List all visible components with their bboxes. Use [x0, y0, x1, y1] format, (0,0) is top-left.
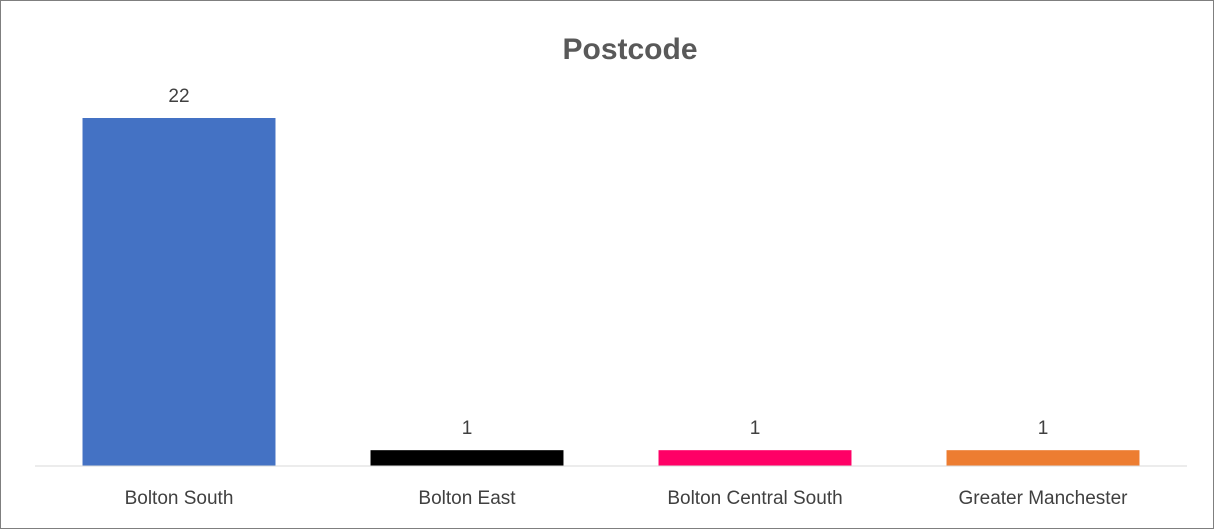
x-tick-label-4: Greater Manchester	[959, 488, 1129, 509]
bar-2	[370, 450, 564, 466]
x-tick-label-3: Bolton Central South	[667, 488, 842, 509]
bar-4	[946, 450, 1140, 466]
data-label-3: 1	[750, 418, 761, 439]
data-labels-group: 22 1 1 1	[168, 86, 1048, 439]
chart-title: Postcode	[562, 33, 697, 66]
data-label-1: 22	[168, 86, 189, 107]
data-label-2: 1	[462, 418, 473, 439]
x-tick-label-2: Bolton East	[418, 488, 516, 509]
bar-3	[658, 450, 852, 466]
x-tick-label-1: Bolton South	[125, 488, 234, 509]
data-label-4: 1	[1038, 418, 1049, 439]
bar-1	[82, 118, 276, 466]
tick-labels-group: Bolton South Bolton East Bolton Central So…	[125, 488, 1129, 509]
bars-group	[82, 118, 1140, 466]
